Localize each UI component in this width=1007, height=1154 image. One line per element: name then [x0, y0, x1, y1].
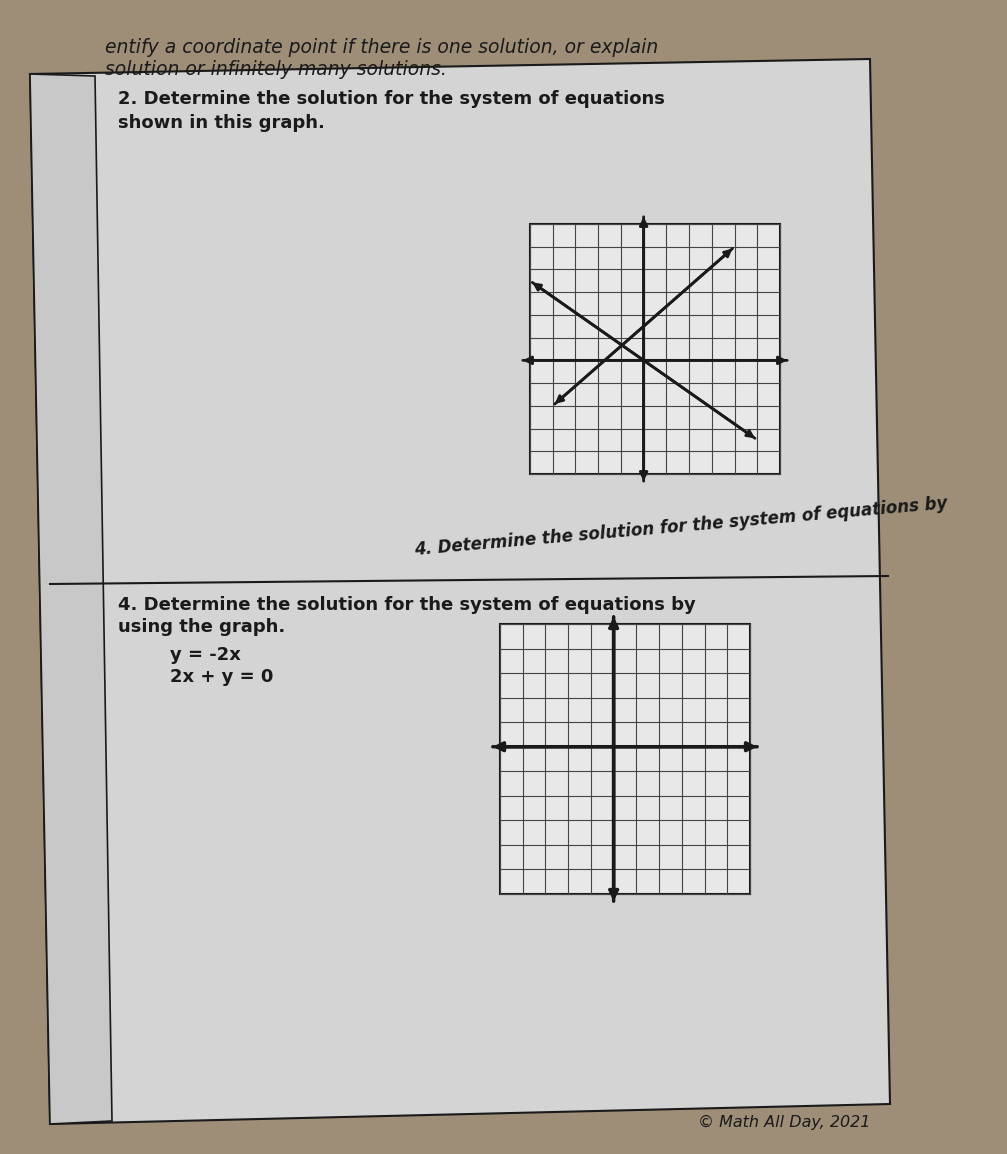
- Text: 4. Determine the solution for the system of equations by: 4. Determine the solution for the system…: [414, 495, 949, 560]
- Text: 2. Determine the solution for the system of equations
shown in this graph.: 2. Determine the solution for the system…: [118, 90, 665, 132]
- Text: 2x + y = 0: 2x + y = 0: [170, 668, 273, 685]
- Text: using the graph.: using the graph.: [118, 619, 285, 636]
- Text: y = -2x: y = -2x: [170, 646, 241, 664]
- Polygon shape: [30, 59, 890, 1124]
- FancyBboxPatch shape: [530, 224, 780, 474]
- Polygon shape: [30, 74, 112, 1124]
- Text: solution or infinitely many solutions.: solution or infinitely many solutions.: [105, 60, 447, 78]
- FancyBboxPatch shape: [500, 624, 750, 894]
- Text: 4. Determine the solution for the system of equations by: 4. Determine the solution for the system…: [118, 595, 696, 614]
- Text: entify a coordinate point if there is one solution, or explain: entify a coordinate point if there is on…: [105, 38, 659, 57]
- Text: © Math All Day, 2021: © Math All Day, 2021: [698, 1115, 870, 1130]
